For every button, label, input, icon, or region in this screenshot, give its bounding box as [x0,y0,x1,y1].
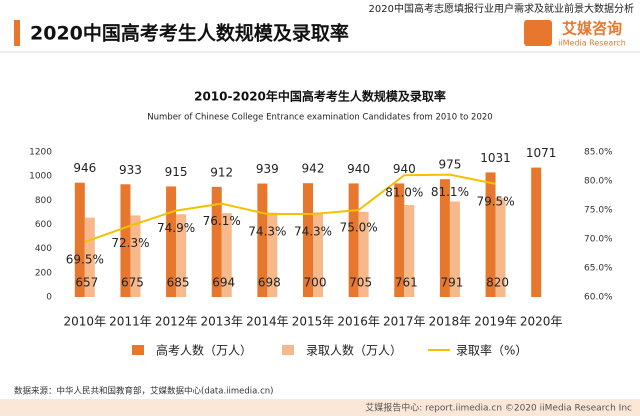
y-tick-label: 600 [35,220,52,230]
bar-label: 946 [73,161,96,175]
source: 数据来源：中华人民共和国教育部，艾媒数据中心(data.iimedia.cn) [14,386,273,397]
bar-label: 820 [486,276,509,290]
legend-swatch [132,345,144,355]
bar [84,217,95,297]
page-title: 2020中国高考考生人数规模及录取率 [30,22,349,45]
bar-label: 1031 [480,151,511,165]
footer-bar [0,399,640,416]
bar-label: 915 [165,165,188,179]
bar-label: 1071 [526,146,557,160]
y2-tick-label: 80.0% [584,177,613,187]
bar [120,184,131,297]
bar-label: 939 [256,162,279,176]
line-label: 72.3% [111,236,149,250]
bar-label: 791 [440,276,463,290]
x-tick-label: 2010年 [64,315,107,329]
bar [313,212,323,297]
bar [166,186,177,297]
line-label: 74.3% [294,225,332,239]
y-tick-label: 200 [35,268,52,278]
bar-label: 705 [349,276,372,290]
bar-label: 685 [167,276,190,290]
bar-label: 940 [393,162,416,176]
x-tick-label: 2018年 [429,315,472,329]
y2-tick-label: 60.0% [584,293,613,303]
bar-label: 694 [212,276,235,290]
x-tick-label: 2019年 [474,315,517,329]
bar [130,215,141,297]
bar-label: 675 [121,276,144,290]
bar [267,212,278,297]
y-tick-label: 800 [35,196,52,206]
report-name: 2020中国高考志愿填报行业用户需求及就业前景大数据分析 [369,2,634,15]
x-tick-label: 2014年 [246,315,289,329]
bar [495,197,506,297]
x-tick-label: 2012年 [155,315,198,329]
legend-label: 高考人数（万人） [156,343,252,358]
bar-label: 700 [304,276,327,290]
bar [439,179,450,297]
line-label: 81.1% [431,185,469,199]
chart-title: 2010-2020年中国高考考生人数规模及录取率 [194,89,446,104]
bar-label: 912 [210,165,233,179]
bar-label: 698 [258,276,281,290]
bar-label: 975 [438,158,461,172]
bar [404,205,415,297]
line-label: 74.3% [248,225,286,239]
bar-label: 933 [119,163,142,177]
y2-tick-label: 65.0% [584,264,613,274]
line-label: 74.9% [157,221,195,235]
y2-tick-label: 70.0% [584,235,613,245]
bar [449,201,460,297]
title-accent [14,20,20,46]
line-label: 79.5% [476,194,514,208]
bar-label: 657 [75,276,98,290]
line-label: 81.0% [385,186,423,200]
bar [531,167,542,297]
bar [358,211,369,297]
footer-text: 艾媒报告中心: report.iimedia.cn ©2020 iiMedia … [365,402,632,414]
line-label: 69.5% [66,252,104,266]
x-tick-label: 2020年 [520,315,563,329]
legend-label: 录取率（%） [456,343,527,358]
y-tick-label: 400 [35,244,52,254]
bar [257,183,268,297]
x-tick-label: 2011年 [109,315,152,329]
bar-label: 942 [302,162,325,176]
bar [303,183,313,297]
line-label: 75.0% [340,221,378,235]
x-tick-label: 2017年 [383,315,426,329]
y-tick-label: 0 [46,293,52,303]
y-tick-label: 1200 [29,148,52,158]
bar [74,182,85,297]
legend-swatch [282,345,294,355]
chart-subtitle: Number of Chinese College Entrance exami… [147,113,492,123]
y2-tick-label: 75.0% [584,206,613,216]
y-tick-label: 1000 [29,172,52,182]
rate-line [84,173,496,243]
bar-label: 940 [347,162,370,176]
legend-label: 录取人数（万人） [306,343,402,358]
bar [394,183,405,297]
bar-label: 761 [395,276,418,290]
bar [348,183,359,297]
bar [485,172,496,297]
logo-en: iiMedia Research [558,39,626,48]
bar [176,214,187,297]
x-tick-label: 2016年 [337,315,380,329]
x-tick-label: 2015年 [292,315,335,329]
bar [211,186,222,297]
line-label: 76.1% [203,214,241,228]
logo-icon [524,20,552,46]
x-tick-label: 2013年 [200,315,243,329]
bar [221,213,232,297]
y2-tick-label: 85.0% [584,148,613,158]
logo: 艾媒咨询 [562,20,622,38]
